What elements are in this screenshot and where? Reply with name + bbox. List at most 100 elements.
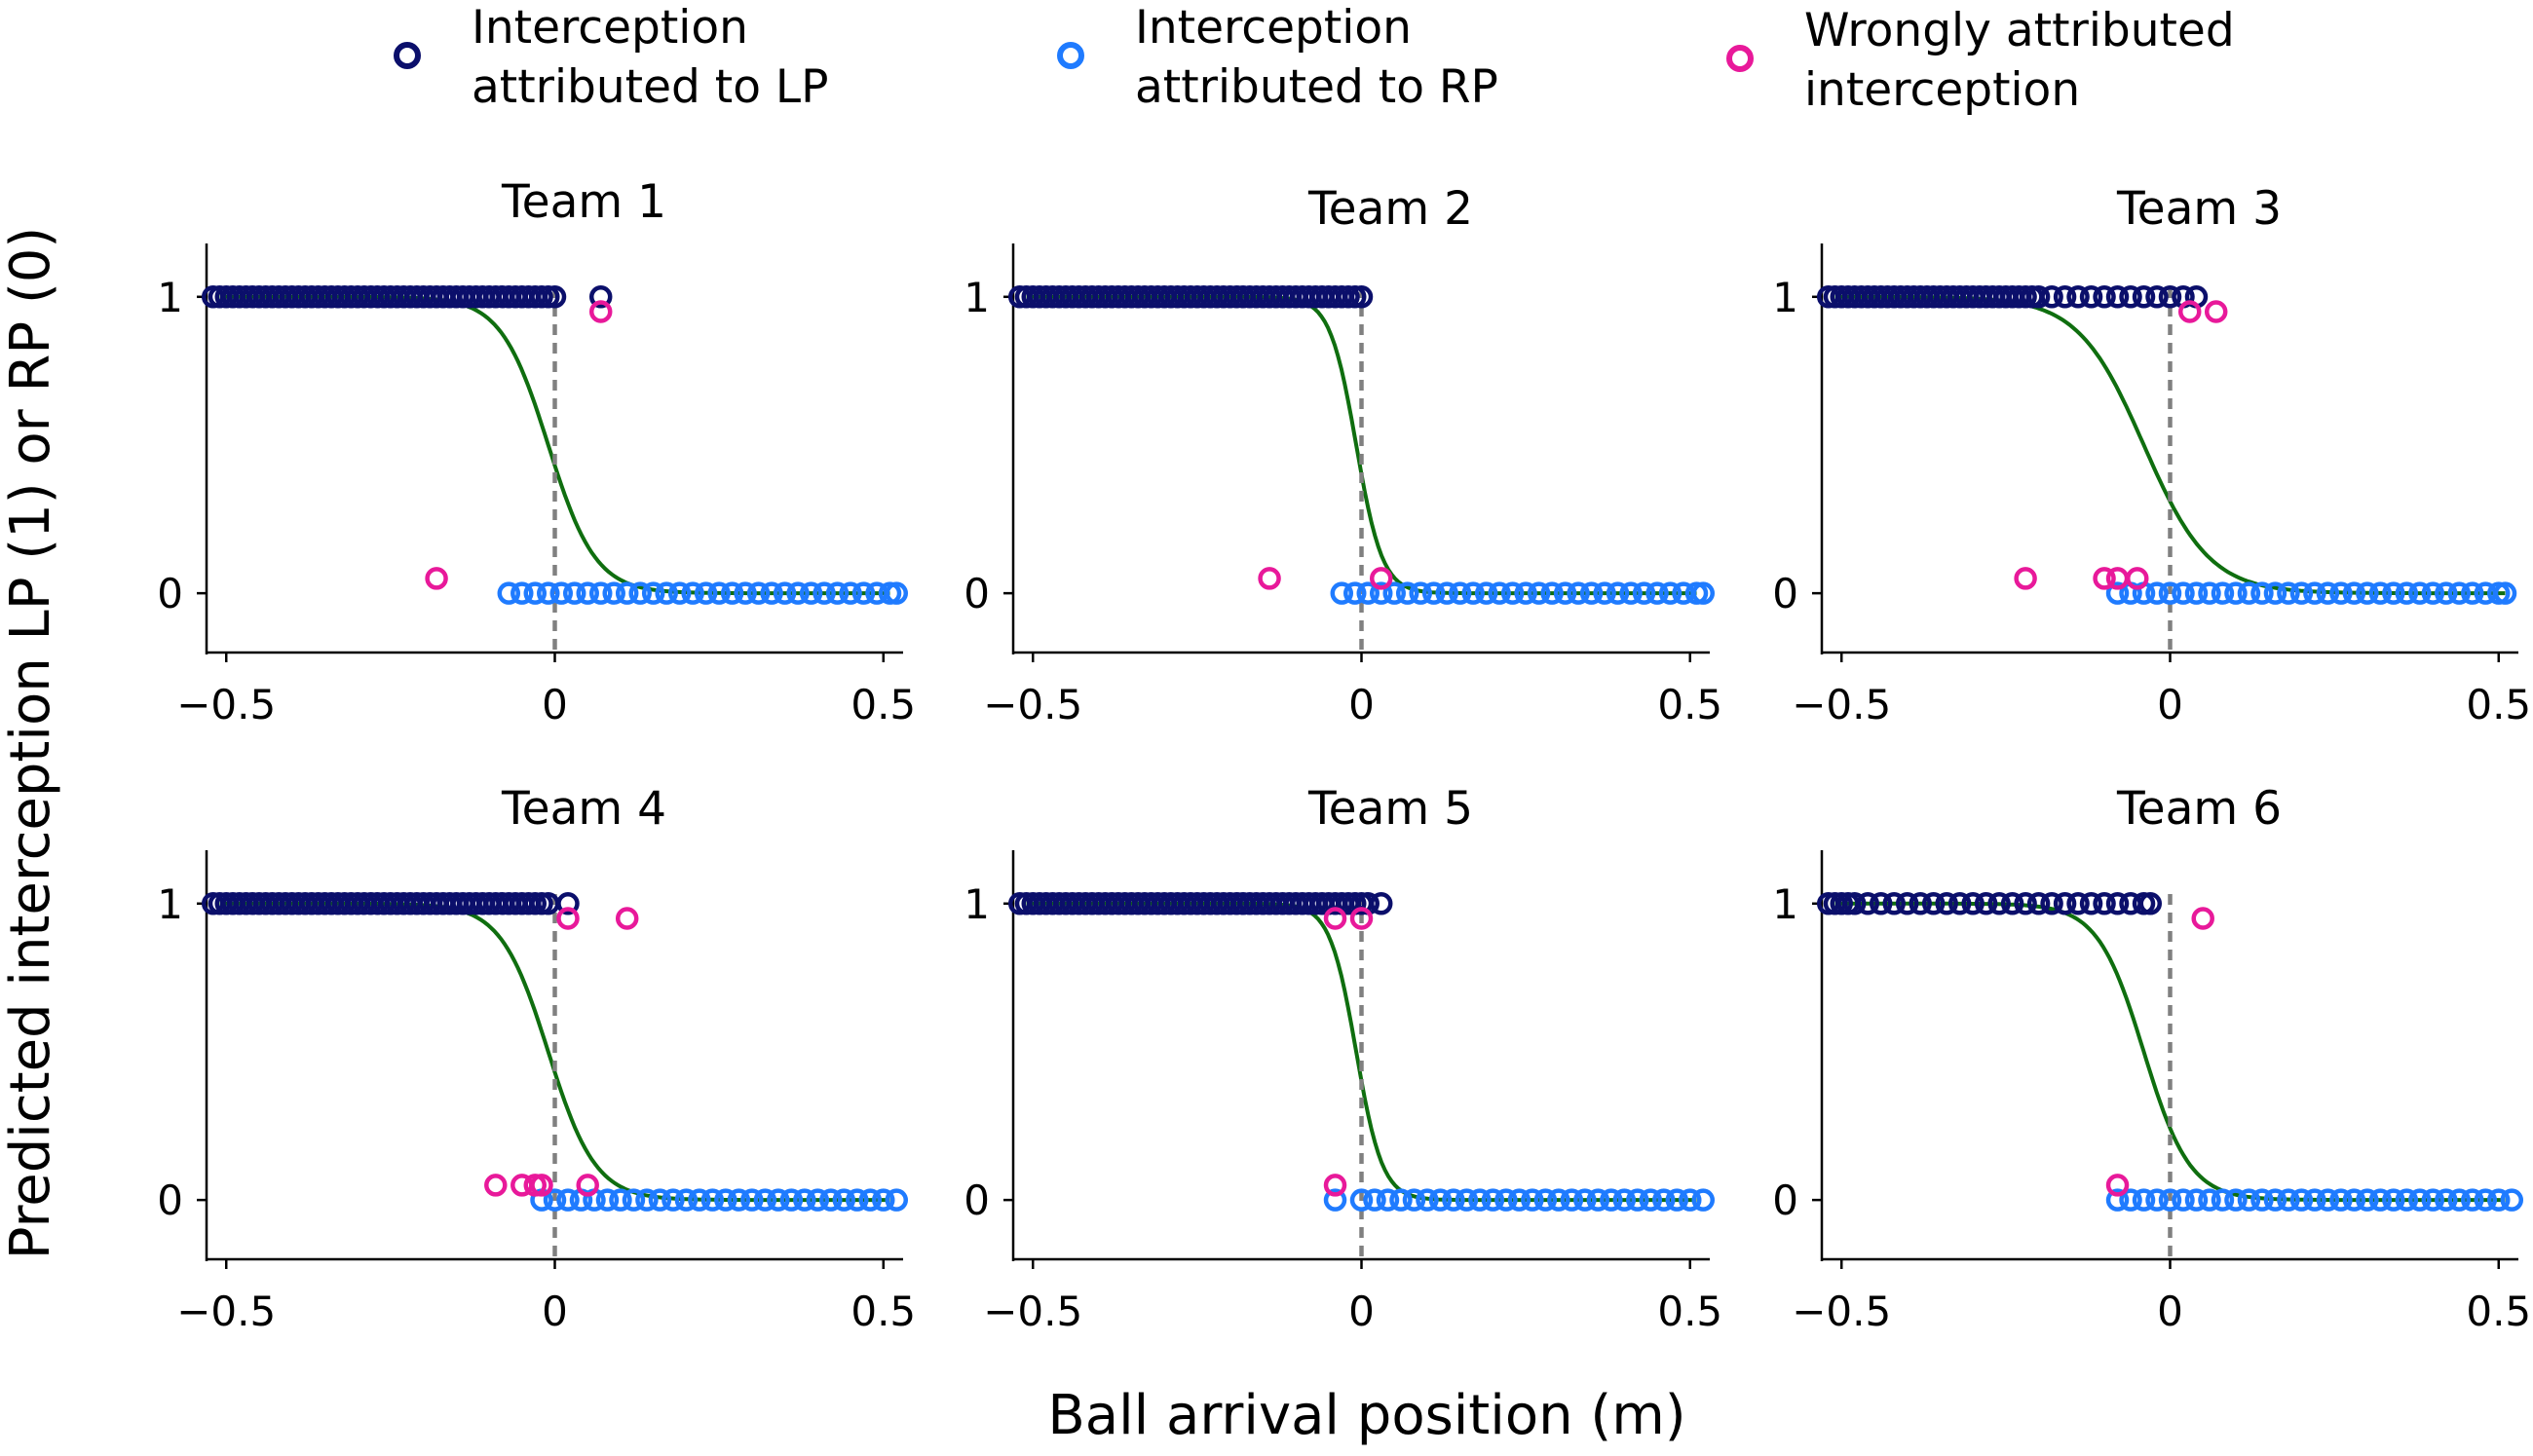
rp-point	[2395, 1188, 2419, 1212]
rp-point	[1349, 1188, 1374, 1212]
wrong-point	[556, 907, 580, 930]
rp-point	[1494, 1188, 1518, 1212]
rp-point	[1481, 1188, 1505, 1212]
rp-point	[1521, 1188, 1544, 1212]
rp-point	[2158, 581, 2182, 605]
rp-point	[1343, 581, 1367, 605]
lp-point	[2138, 892, 2163, 915]
panel-team-6: Team 6 0 1 −0.5 0 0.5	[1772, 782, 2531, 1335]
x-tick-label: 0	[542, 1288, 568, 1335]
rp-point	[1691, 1188, 1716, 1212]
lp-point	[2053, 285, 2077, 309]
rp-point	[1586, 1188, 1610, 1212]
rp-point	[602, 581, 625, 605]
rp-point	[1567, 581, 1590, 605]
rp-point	[720, 581, 744, 605]
rp-point	[1645, 581, 1669, 605]
x-tick-label: 0	[1348, 681, 1375, 728]
lp-point	[2014, 892, 2037, 915]
rp-point	[2172, 1188, 2195, 1212]
rp-point	[858, 1188, 883, 1212]
lp-point	[543, 285, 567, 309]
lp-point	[2079, 285, 2103, 309]
rp-point	[1560, 1188, 1584, 1212]
rp-point	[576, 581, 599, 605]
rp-point	[2342, 581, 2366, 605]
rp-point	[1428, 1188, 1453, 1212]
rp-point	[2303, 1188, 2326, 1212]
rp-point	[1600, 1188, 1623, 1212]
rp-point	[813, 581, 836, 605]
wrong-point	[2014, 567, 2037, 590]
lp-point	[556, 892, 580, 915]
rp-point	[2461, 1188, 2484, 1212]
legend-item-wrong: Wrongly attributed interception	[1726, 4, 2235, 117]
rp-point	[694, 581, 718, 605]
rp-point	[1579, 581, 1604, 605]
rp-point	[2289, 1188, 2314, 1212]
wrong-point	[2105, 1174, 2130, 1197]
rp-point	[2368, 1188, 2393, 1212]
lp-point	[1349, 285, 1374, 309]
rp-point	[2382, 1188, 2405, 1212]
rp-point	[2356, 1188, 2379, 1212]
rp-point	[1527, 581, 1551, 605]
rp-point	[1606, 581, 1630, 605]
y-tick-label: 0	[157, 570, 183, 617]
rp-point	[753, 1188, 777, 1212]
rp-point	[1468, 1188, 1492, 1212]
lp-point	[2132, 285, 2156, 309]
rp-point	[793, 1188, 816, 1212]
rp-point	[2500, 1188, 2524, 1212]
lp-point	[2066, 892, 2090, 915]
lp-point	[2000, 892, 2024, 915]
rp-point	[740, 1188, 764, 1212]
rp-point	[674, 1188, 699, 1212]
rp-point	[707, 581, 731, 605]
lp-point	[2158, 285, 2182, 309]
lp-point	[1895, 892, 1919, 915]
rp-point	[872, 1188, 895, 1212]
wrong-point	[530, 1174, 553, 1197]
wrong-point	[2191, 907, 2214, 930]
rp-point	[2158, 1188, 2182, 1212]
rp-point	[2250, 581, 2274, 605]
rp-point	[1421, 581, 1446, 605]
rp-point	[1409, 581, 1432, 605]
rp-point	[2198, 1188, 2221, 1212]
wrong-point	[1323, 907, 1347, 930]
panel-team-3: Team 3 0 1 −0.5 0 0.5	[1772, 182, 2531, 728]
lp-point	[2093, 892, 2116, 915]
rp-point	[1488, 581, 1511, 605]
rp-point	[2382, 581, 2405, 605]
rp-point	[727, 1188, 751, 1212]
rp-point	[588, 581, 613, 605]
y-tick-label: 0	[157, 1176, 183, 1224]
rp-point	[1573, 1188, 1597, 1212]
rp-point	[773, 581, 797, 605]
lp-point	[1869, 892, 1893, 915]
lp-point	[1882, 892, 1906, 915]
rp-point	[2237, 581, 2261, 605]
rp-point	[2277, 581, 2300, 605]
lp-point	[1909, 892, 1932, 915]
rp-point	[1619, 581, 1643, 605]
x-tick-label: 0	[2157, 681, 2183, 728]
rp-point	[615, 581, 639, 605]
x-axis-title: Ball arrival position (m)	[1047, 1384, 1685, 1447]
rp-point	[885, 1188, 909, 1212]
rp-point	[2132, 1188, 2156, 1212]
rp-point	[622, 1188, 646, 1212]
wrong-point	[2177, 300, 2202, 323]
lp-point	[2105, 285, 2130, 309]
x-tick-label: −0.5	[1792, 1288, 1891, 1335]
rp-point	[2105, 1188, 2130, 1212]
wrong-point	[2126, 567, 2149, 590]
wrong-point	[425, 567, 448, 590]
wrong-point	[1369, 567, 1393, 590]
legend-label-lp-line2: attributed to LP	[472, 60, 828, 114]
fit-curve	[219, 294, 890, 596]
rp-point	[655, 581, 678, 605]
rp-point	[2263, 1188, 2287, 1212]
